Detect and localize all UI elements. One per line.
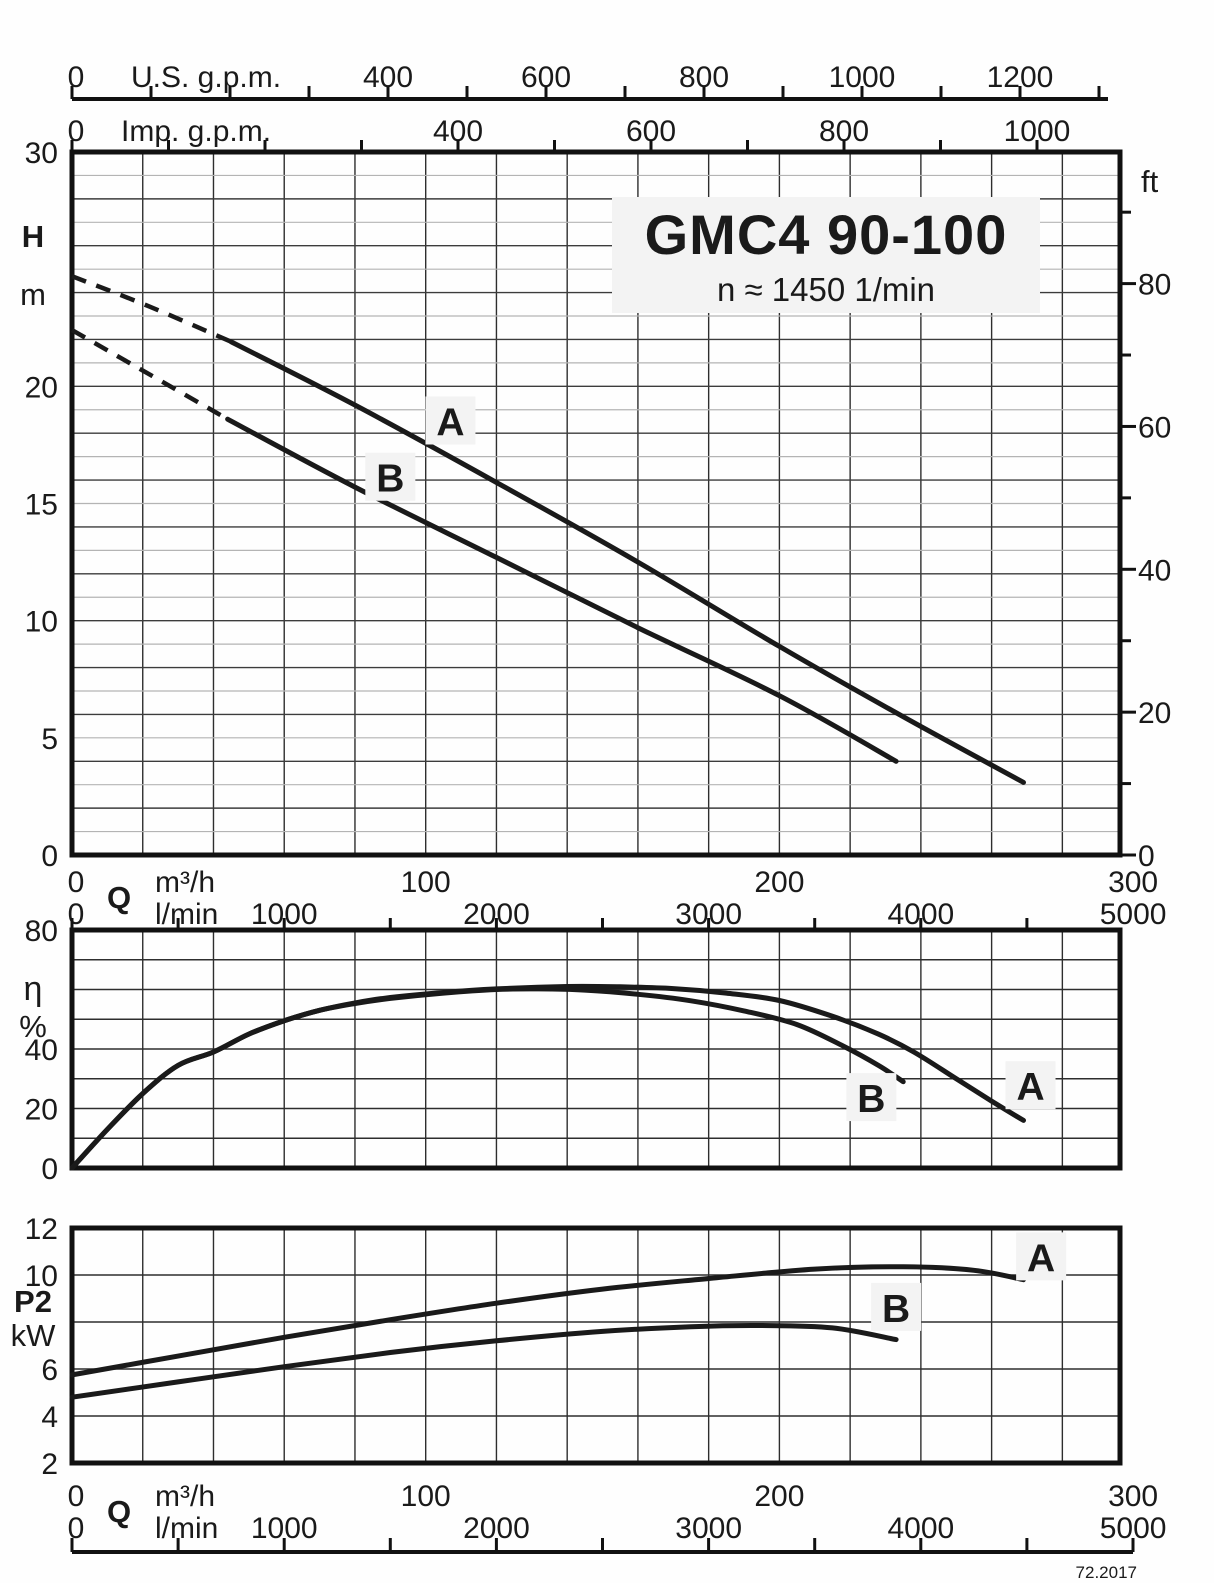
efficiency-chart: A B 0 20 40 80 xyxy=(25,915,1123,1186)
lmin-tick-label: 5000 xyxy=(1100,898,1167,931)
y-tick-label: 6 xyxy=(41,1354,58,1387)
lmin-tick-label: 0 xyxy=(68,898,85,931)
head-y-unit-m: m xyxy=(20,277,46,312)
us-gpm-axis-title: U.S. g.p.m. xyxy=(131,61,281,94)
ft-tick-label: 60 xyxy=(1138,411,1171,444)
y-tick-label: 10 xyxy=(25,1260,58,1293)
curve-label-bg xyxy=(871,1282,922,1331)
lmin-unit-top: l/min xyxy=(155,898,218,931)
curve-label-bg xyxy=(365,452,416,501)
curve-label-a: A xyxy=(436,401,464,444)
curve-label-b: B xyxy=(857,1078,885,1121)
power-chart: A B 2 4 6 10 12 xyxy=(25,1213,1123,1481)
imp-gpm-axis-title: Imp. g.p.m. xyxy=(121,115,271,148)
figure-title: GMC4 90-100 xyxy=(645,203,1008,266)
m3h-tick-label: 100 xyxy=(401,1480,451,1513)
y-tick-label: 40 xyxy=(25,1034,58,1067)
m3h-tick-label: 0 xyxy=(68,866,85,899)
plot-border xyxy=(69,1225,1123,1466)
figure-subtitle: n ≈ 1450 1/min xyxy=(717,271,935,308)
curve-a xyxy=(228,339,1026,785)
lmin-axis-ticks-bottom xyxy=(70,1538,1135,1552)
curve-label-b: B xyxy=(882,1288,910,1331)
ft-tick-label: 0 xyxy=(1138,840,1155,873)
curve-a-dashed xyxy=(71,274,233,344)
y-tick-label: 30 xyxy=(25,137,58,170)
curve-b xyxy=(225,416,899,764)
m3h-unit-bottom: m³/h xyxy=(155,1480,215,1513)
q-axis-row-top: Q m³/h l/min 0 100 200 3000 1000 2000 3000 4000… xyxy=(68,866,1167,931)
head-y-unit-H: H xyxy=(22,219,44,254)
plot-border xyxy=(69,149,1123,858)
curve-label-bg xyxy=(846,1073,897,1122)
imp-gpm-tick-label: 0 xyxy=(68,115,85,148)
q-axis-ticklabels-bottom: 0 100 200 3000 1000 2000 3000 4000 5000 xyxy=(68,1480,1167,1545)
ft-tick-label: 20 xyxy=(1138,697,1171,730)
y-tick-label: 2 xyxy=(41,1448,58,1481)
q-axis-row-bottom: Q m³/h l/min 0 100 200 3000 1000 2000 3000 4000… xyxy=(68,1480,1167,1554)
eta-pct-unit: % xyxy=(19,1009,47,1044)
y-tick-label: 5 xyxy=(41,723,58,756)
us-gpm-tick-label: 800 xyxy=(679,61,729,94)
curve-label-bg xyxy=(1016,1232,1067,1281)
p2-y-unit: P2 xyxy=(14,1284,52,1319)
lmin-unit-bottom: l/min xyxy=(155,1512,218,1545)
lmin-tick-label: 0 xyxy=(68,1512,85,1545)
m3h-tick-label: 300 xyxy=(1108,866,1158,899)
kw-y-unit: kW xyxy=(11,1318,57,1353)
q-axis-label-top: Q xyxy=(107,880,131,915)
us-gpm-axis: U.S. g.p.m. 0 400 600 800 1000 1200 xyxy=(68,61,1108,101)
curve-a xyxy=(69,1264,1026,1378)
y-tick-label: 15 xyxy=(25,489,58,522)
y-tick-label: 0 xyxy=(41,840,58,873)
m3h-tick-label: 100 xyxy=(401,866,451,899)
y-tick-label: 20 xyxy=(25,371,58,404)
y-tick-label: 0 xyxy=(41,1153,58,1186)
curve-b xyxy=(69,986,906,1171)
us-gpm-tick-label: 1000 xyxy=(829,61,896,94)
curve-label-b: B xyxy=(376,458,404,501)
m3h-tick-label: 0 xyxy=(68,1480,85,1513)
us-gpm-tick-label: 1200 xyxy=(987,61,1054,94)
y-tick-label: 20 xyxy=(25,1094,58,1127)
q-axis-ticklabels-top: 0 100 200 3000 1000 2000 3000 4000 5000 xyxy=(68,866,1167,931)
revision-note: 72.2017 xyxy=(1076,1563,1137,1582)
y-tick-label: 10 xyxy=(25,606,58,639)
imp-gpm-axis: Imp. g.p.m. 0 400 600 800 1000 xyxy=(68,115,1071,148)
curve-b-dashed xyxy=(70,328,229,422)
us-gpm-tick-label: 0 xyxy=(68,61,85,94)
eta-y-unit: η xyxy=(24,970,43,1008)
curve-label-a: A xyxy=(1016,1066,1044,1109)
y-tick-label: 4 xyxy=(41,1401,58,1434)
us-gpm-tick-label: 600 xyxy=(521,61,571,94)
y-tick-label: 80 xyxy=(25,915,58,948)
head-chart: AB 0 5 10 15 20 30 0 20 40 60 80 xyxy=(25,137,1172,873)
m3h-tick-label: 200 xyxy=(754,866,804,899)
ft-tick-label: 80 xyxy=(1138,269,1171,302)
curve-label-bg xyxy=(1005,1061,1056,1110)
head-y-unit-ft: ft xyxy=(1141,164,1159,199)
m3h-tick-label: 200 xyxy=(754,1480,804,1513)
plot-border xyxy=(69,927,1123,1171)
title-box-bg xyxy=(612,197,1040,313)
q-axis-label-bottom: Q xyxy=(107,1494,131,1529)
curve-label-bg xyxy=(425,396,476,445)
m3h-tick-label: 300 xyxy=(1108,1480,1158,1513)
y-tick-label: 12 xyxy=(25,1213,58,1246)
title-box: GMC4 90-100 n ≈ 1450 1/min xyxy=(612,197,1040,313)
curve-label-a: A xyxy=(1027,1237,1055,1280)
us-gpm-tick-label: 400 xyxy=(363,61,413,94)
ft-tick-label: 40 xyxy=(1138,554,1171,587)
m3h-unit-top: m³/h xyxy=(155,866,215,899)
curve-b xyxy=(69,1322,899,1400)
